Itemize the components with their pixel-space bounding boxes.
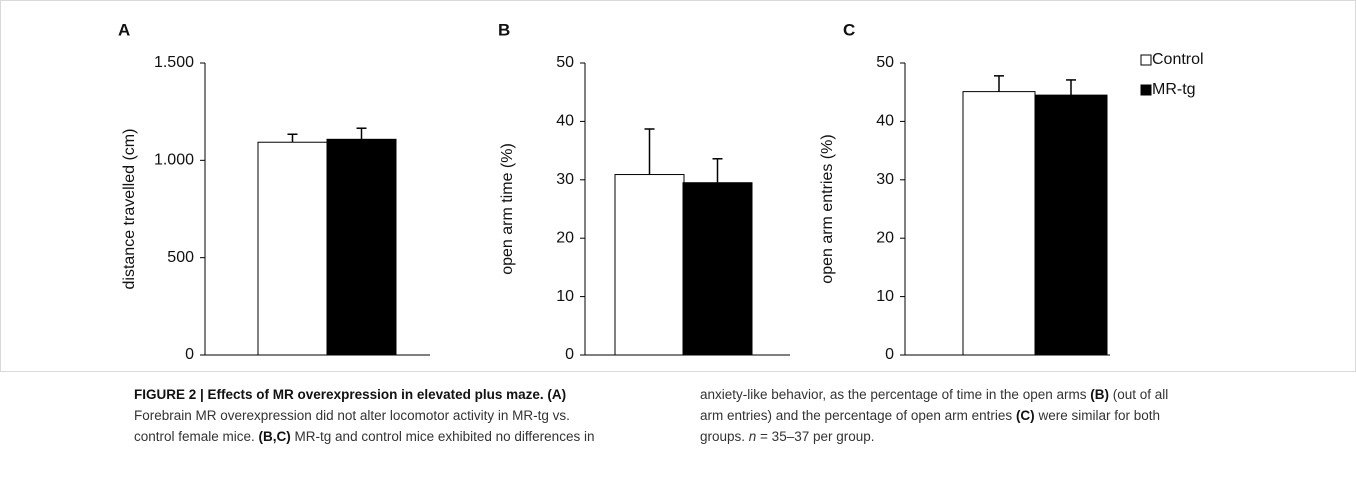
caption-text: arm entries) and the percentage of open … (700, 408, 1016, 423)
caption-text: = 35–37 per group. (756, 429, 875, 444)
caption-text: groups. (700, 429, 749, 444)
y-tick-label: 30 (556, 171, 574, 188)
y-tick-label: 1.500 (154, 54, 194, 71)
caption-text: MR-tg and control mice exhibited no diff… (290, 429, 595, 444)
bar (1034, 94, 1108, 356)
y-tick-label: 20 (876, 229, 894, 246)
legend-label: MR-tg (1152, 81, 1196, 98)
y-tick-label: 40 (556, 113, 574, 130)
panel-label: C (843, 20, 855, 39)
caption-text: anxiety-like behavior, as the percentage… (700, 387, 1091, 402)
y-axis-label: open arm entries (%) (819, 134, 836, 283)
legend-swatch (1140, 84, 1152, 96)
y-tick-label: 40 (876, 113, 894, 130)
bar (614, 174, 685, 356)
bar (962, 91, 1036, 356)
y-tick-label: 50 (876, 54, 894, 71)
caption-column: anxiety-like behavior, as the percentage… (700, 384, 1168, 447)
y-axis-label: open arm time (%) (499, 143, 516, 275)
y-tick-label: 30 (876, 171, 894, 188)
panel-label: A (118, 20, 130, 39)
y-tick-label: 50 (556, 54, 574, 71)
caption-line: Forebrain MR overexpression did not alte… (134, 405, 594, 426)
caption-text: FIGURE 2 | Effects of MR overexpression … (134, 387, 567, 402)
y-tick-label: 0 (885, 346, 894, 363)
y-tick-label: 10 (876, 288, 894, 305)
y-tick-label: 10 (556, 288, 574, 305)
panel-label: B (498, 20, 510, 39)
bar (682, 182, 753, 356)
legend-label: Control (1152, 51, 1204, 68)
caption-line: arm entries) and the percentage of open … (700, 405, 1168, 426)
caption-line: groups. n = 35–37 per group. (700, 426, 1168, 447)
caption-text: Forebrain MR overexpression did not alte… (134, 408, 570, 423)
caption-text: (B,C) (258, 429, 291, 444)
caption-line: FIGURE 2 | Effects of MR overexpression … (134, 384, 594, 405)
y-tick-label: 1.000 (154, 152, 194, 169)
legend-swatch (1140, 54, 1152, 66)
y-tick-label: 500 (167, 249, 194, 266)
caption-line: anxiety-like behavior, as the percentage… (700, 384, 1168, 405)
caption-text: (B) (1090, 387, 1109, 402)
y-tick-label: 0 (565, 346, 574, 363)
caption-line: control female mice. (B,C) MR-tg and con… (134, 426, 594, 447)
caption-text: control female mice. (134, 429, 259, 444)
bar (326, 138, 397, 356)
caption-text: (C) (1015, 408, 1035, 423)
caption-column: FIGURE 2 | Effects of MR overexpression … (134, 384, 594, 447)
caption-text: (out of all (1108, 387, 1169, 402)
y-axis-label: distance travelled (cm) (121, 129, 138, 290)
y-tick-label: 20 (556, 229, 574, 246)
y-tick-label: 0 (185, 346, 194, 363)
caption-text: were similar for both (1034, 408, 1160, 423)
bar (257, 141, 328, 356)
caption-text: n (748, 429, 757, 444)
